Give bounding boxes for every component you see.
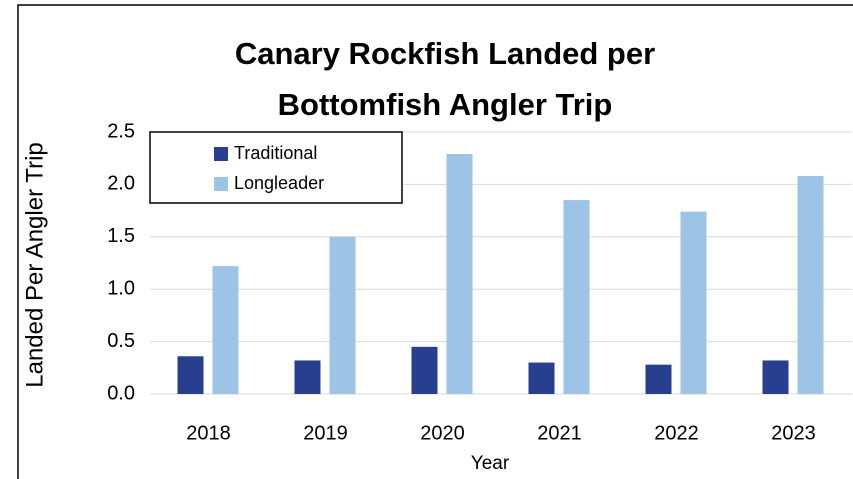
bar	[762, 360, 789, 394]
x-tick-label: 2022	[654, 422, 699, 444]
x-axis-title: Year	[471, 453, 510, 474]
y-tick-label: 1.5	[107, 225, 135, 247]
y-tick-label: 2.5	[107, 120, 135, 142]
x-tick-label: 2018	[186, 422, 231, 444]
x-tick-label: 2019	[303, 422, 348, 444]
chart-title: Bottomfish Angler Trip	[278, 87, 613, 122]
legend-swatch	[214, 177, 228, 191]
chart-frame	[17, 4, 853, 479]
x-tick-label: 2021	[537, 422, 582, 444]
y-tick-label: 2.0	[107, 173, 135, 195]
bar	[797, 176, 824, 394]
bar	[645, 364, 672, 394]
legend-label: Longleader	[234, 173, 324, 193]
y-tick-label: 0.5	[107, 330, 135, 352]
bar	[446, 154, 473, 394]
bar	[294, 360, 321, 394]
bar	[528, 362, 555, 394]
bar	[563, 200, 590, 394]
bar	[212, 266, 239, 394]
x-tick-label: 2020	[420, 422, 465, 444]
y-tick-label: 1.0	[107, 277, 135, 299]
x-tick-label: 2023	[771, 422, 816, 444]
y-tick-label: 0.0	[107, 382, 135, 404]
legend-label: Traditional	[234, 143, 317, 163]
y-axis-title: Landed Per Angler Trip	[21, 142, 48, 388]
legend-swatch	[214, 147, 228, 161]
legend-box	[149, 131, 403, 204]
bar	[411, 346, 438, 394]
bar	[329, 236, 356, 394]
bar	[680, 211, 707, 394]
chart-title: Canary Rockfish Landed per	[235, 36, 655, 71]
bar	[177, 356, 204, 394]
